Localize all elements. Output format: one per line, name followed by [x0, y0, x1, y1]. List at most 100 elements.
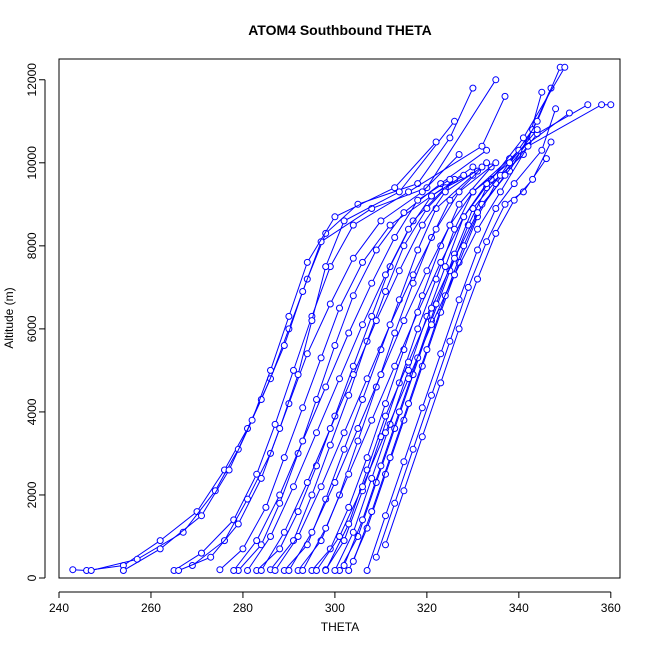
data-point: [345, 391, 353, 399]
data-point: [584, 101, 592, 109]
data-point: [382, 412, 389, 420]
data-point: [368, 416, 376, 424]
data-point: [368, 279, 376, 287]
data-point: [285, 312, 293, 320]
data-point: [561, 63, 569, 71]
series-line: [274, 162, 497, 571]
data-point: [225, 466, 233, 474]
data-point: [336, 375, 343, 383]
data-point: [359, 516, 366, 524]
data-point: [276, 499, 284, 507]
data-point: [299, 288, 307, 295]
data-point: [538, 146, 546, 154]
series-line: [173, 96, 506, 571]
data-point: [377, 462, 385, 470]
x-axis-label: THETA: [321, 620, 359, 634]
data-point: [248, 416, 256, 424]
data-point: [262, 503, 270, 511]
data-point: [492, 159, 500, 167]
data-point: [368, 474, 376, 482]
data-point: [363, 375, 371, 383]
data-point: [345, 470, 353, 478]
data-point: [354, 437, 362, 445]
series-13: [336, 151, 527, 574]
data-point: [483, 238, 491, 246]
series-line: [247, 174, 464, 571]
series-line: [302, 112, 570, 571]
data-point: [234, 520, 242, 528]
data-point: [331, 479, 339, 486]
data-point: [391, 499, 399, 507]
data-point: [69, 566, 77, 574]
data-point: [349, 254, 357, 262]
data-point: [349, 221, 357, 229]
data-point: [340, 217, 348, 225]
data-point: [326, 425, 334, 432]
series-line: [270, 179, 455, 571]
plot-frame: [58, 58, 621, 579]
data-point: [405, 375, 412, 383]
data-point: [455, 151, 463, 158]
data-point: [460, 213, 468, 221]
data-point: [372, 246, 380, 254]
series-26: [175, 117, 458, 574]
data-point: [363, 454, 371, 462]
data-point: [409, 445, 417, 453]
data-point: [349, 528, 357, 536]
data-point: [510, 196, 518, 204]
data-point: [280, 454, 288, 462]
series-23: [257, 163, 486, 574]
data-point: [331, 567, 339, 574]
data-point: [451, 117, 458, 125]
data-point: [368, 508, 376, 516]
data-point: [446, 196, 454, 204]
data-point: [418, 221, 426, 229]
data-point: [432, 225, 440, 233]
data-point: [349, 371, 357, 379]
data-point: [501, 92, 509, 100]
data-point: [552, 105, 560, 113]
data-point: [322, 383, 330, 391]
data-point: [345, 567, 353, 574]
series-line: [316, 104, 611, 571]
data-point: [492, 229, 500, 237]
series-5: [216, 163, 477, 574]
data-point: [519, 134, 527, 142]
data-point: [405, 225, 412, 233]
data-point: [414, 308, 422, 316]
data-point: [386, 321, 394, 329]
data-point: [345, 329, 353, 337]
data-point: [400, 209, 408, 217]
data-point: [322, 524, 330, 532]
series-line: [339, 154, 524, 571]
data-point: [501, 200, 509, 208]
data-point: [290, 483, 297, 491]
series-21: [285, 126, 541, 574]
data-point: [359, 321, 366, 329]
series-30: [382, 138, 555, 549]
y-axis: 0 2000 4000 6000 8000 10000 12000: [25, 63, 46, 581]
series-layer: [69, 63, 615, 574]
data-point: [294, 508, 302, 516]
y-tick-label: 4000: [25, 398, 39, 425]
data-point: [294, 371, 302, 379]
series-28: [363, 105, 560, 574]
data-point: [418, 404, 426, 412]
data-point: [340, 429, 348, 437]
data-point: [267, 533, 274, 540]
data-point: [198, 512, 205, 520]
series-line: [385, 141, 552, 545]
data-point: [359, 258, 366, 266]
data-point: [391, 329, 399, 337]
data-point: [437, 350, 445, 358]
data-point: [331, 213, 339, 221]
data-point: [391, 234, 399, 241]
data-point: [382, 429, 389, 437]
data-point: [303, 350, 311, 358]
data-point: [322, 567, 330, 574]
data-point: [529, 175, 537, 183]
data-point: [400, 242, 408, 250]
data-point: [538, 88, 546, 96]
data-point: [474, 246, 481, 254]
data-point: [308, 491, 316, 499]
